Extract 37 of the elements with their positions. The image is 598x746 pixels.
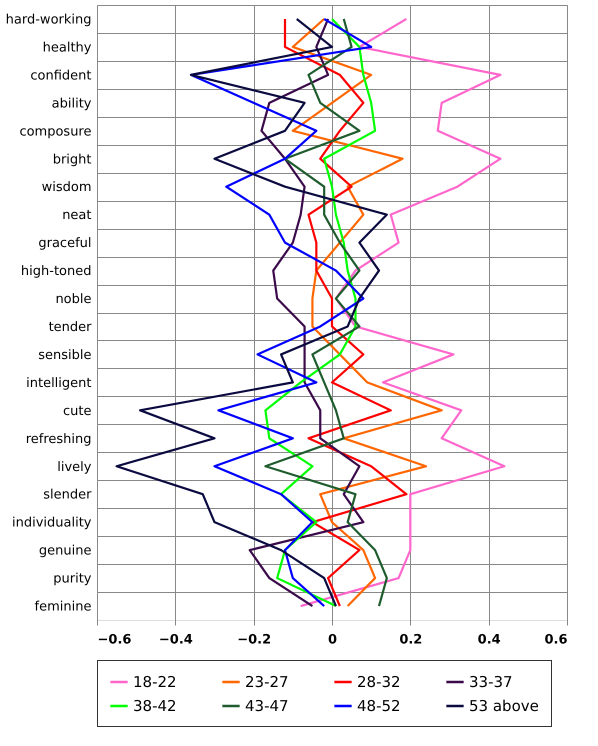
legend-label: 23-27 — [245, 673, 289, 691]
y-tick-label: graceful — [38, 236, 92, 252]
y-tick-label: neat — [62, 208, 92, 224]
legend-label: 43-47 — [245, 697, 289, 715]
y-tick-label: hard-working — [6, 12, 92, 28]
legend-label: 48-52 — [357, 697, 401, 715]
y-tick-label: individuality — [12, 516, 92, 531]
y-tick-label: wisdom — [42, 180, 92, 196]
y-tick-label: purity — [53, 572, 92, 587]
legend-label: 28-32 — [357, 673, 401, 691]
y-tick-label: slender — [43, 488, 92, 503]
y-tick-label: healthy — [42, 40, 92, 56]
y-tick-label: confident — [30, 68, 92, 84]
y-tick-label: high-toned — [20, 264, 92, 280]
y-tick-label: composure — [19, 124, 92, 140]
x-tick-label: −0.6 — [98, 632, 132, 648]
y-tick-label: intelligent — [26, 376, 92, 391]
x-tick-label: 0.4 — [478, 632, 501, 648]
y-tick-label: tender — [48, 320, 92, 335]
legend-label: 53 above — [469, 697, 539, 715]
y-tick-label: genuine — [38, 544, 92, 559]
x-tick-label: −0.4 — [158, 632, 193, 648]
y-tick-label: feminine — [34, 600, 92, 615]
y-tick-label: ability — [52, 96, 92, 112]
legend-label: 38-42 — [133, 697, 177, 715]
y-tick-label: refreshing — [26, 432, 92, 447]
x-tick-label: 0 — [328, 632, 338, 648]
legend-label: 33-37 — [469, 673, 513, 691]
x-tick-label: 0.2 — [399, 632, 422, 648]
y-tick-label: noble — [55, 292, 92, 308]
x-tick-label: 0.6 — [544, 632, 568, 648]
y-tick-label: cute — [63, 404, 92, 419]
y-tick-label: bright — [52, 152, 92, 168]
legend-label: 18-22 — [133, 673, 177, 691]
y-tick-label: sensible — [38, 348, 92, 363]
x-tick-label: −0.2 — [237, 632, 272, 648]
y-tick-label: lively — [57, 460, 92, 475]
